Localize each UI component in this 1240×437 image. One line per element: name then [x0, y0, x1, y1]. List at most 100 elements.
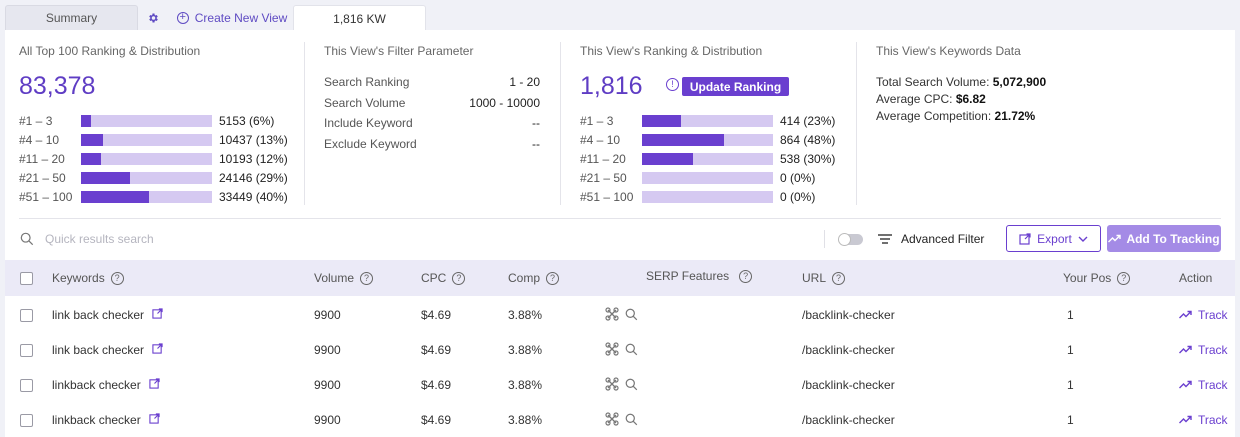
tab-bar: Summary + Create New View 1,816 KW — [0, 0, 1240, 31]
col-url[interactable]: URL? — [802, 271, 846, 285]
keyword-link[interactable]: link back checker — [52, 343, 163, 357]
trend-up-icon — [1179, 378, 1192, 392]
trend-up-icon — [1108, 234, 1122, 243]
help-icon[interactable]: ? — [110, 271, 124, 285]
cell-volume: 9900 — [314, 378, 341, 392]
chevron-down-icon — [1078, 236, 1088, 242]
tab-summary[interactable]: Summary — [5, 5, 138, 30]
keyword-text[interactable]: linkback checker — [52, 413, 141, 427]
all-top-title: All Top 100 Ranking & Distribution — [19, 44, 201, 58]
col-comp[interactable]: Comp? — [508, 271, 560, 285]
export-label: Export — [1037, 231, 1072, 246]
cell-pos: 1 — [1067, 308, 1074, 322]
row-checkbox[interactable] — [20, 414, 33, 427]
cell-pos: 1 — [1067, 413, 1074, 427]
keyword-text[interactable]: link back checker — [52, 308, 145, 322]
create-new-view-button[interactable]: + Create New View — [172, 5, 292, 30]
distribution-label: #51 – 100 — [580, 190, 634, 204]
search-icon[interactable] — [625, 308, 638, 326]
external-link-icon[interactable] — [152, 308, 163, 322]
tab-active-view[interactable]: 1,816 KW — [293, 5, 426, 31]
keywords-data-title: This View's Keywords Data — [876, 44, 1021, 58]
advanced-filter-label: Advanced Filter — [901, 232, 985, 246]
distribution-label: #51 – 100 — [19, 190, 73, 204]
row-checkbox[interactable] — [20, 344, 33, 357]
toggle-switch[interactable] — [838, 233, 863, 246]
serp-feature-icon[interactable] — [605, 377, 619, 396]
keyword-link[interactable]: linkback checker — [52, 413, 160, 427]
search-icon[interactable] — [625, 378, 638, 396]
distribution-bar — [81, 115, 212, 127]
cell-volume: 9900 — [314, 308, 341, 322]
track-label: Track — [1198, 378, 1228, 392]
cell-cpc: $4.69 — [421, 343, 452, 357]
help-icon[interactable]: ? — [1117, 271, 1131, 285]
distribution-bar — [642, 153, 773, 165]
serp-feature-icon[interactable] — [605, 412, 619, 431]
col-cpc[interactable]: CPC? — [421, 271, 466, 285]
keyword-link[interactable]: linkback checker — [52, 378, 160, 392]
trend-up-icon — [1179, 343, 1192, 357]
help-icon[interactable]: ? — [832, 271, 846, 285]
col-serp-features[interactable]: SERP Features? — [646, 269, 753, 283]
col-your-pos[interactable]: Your Pos? — [1063, 271, 1131, 285]
keyword-link[interactable]: link back checker — [52, 308, 163, 322]
add-to-tracking-label: Add To Tracking — [1126, 231, 1220, 246]
distribution-bar — [642, 172, 773, 184]
average-competition-label: Average Competition: — [876, 109, 992, 123]
distribution-value: 864 (48%) — [780, 133, 836, 147]
select-all-checkbox[interactable] — [20, 272, 33, 285]
row-checkbox[interactable] — [20, 309, 33, 322]
search-icon[interactable] — [625, 343, 638, 361]
keyword-text[interactable]: linkback checker — [52, 378, 141, 392]
distribution-label: #1 – 3 — [580, 114, 614, 128]
col-comp-label: Comp — [508, 271, 541, 285]
col-keywords[interactable]: Keywords? — [52, 271, 124, 285]
distribution-bar — [81, 153, 212, 165]
search-icon[interactable] — [625, 413, 638, 431]
col-volume[interactable]: Volume? — [314, 271, 374, 285]
external-link-icon[interactable] — [152, 343, 163, 357]
add-to-tracking-button[interactable]: Add To Tracking — [1107, 225, 1221, 252]
divider — [824, 230, 825, 248]
advanced-filter-button[interactable]: Advanced Filter — [878, 230, 984, 248]
info-icon[interactable]: ! — [666, 78, 679, 91]
external-link-icon[interactable] — [149, 378, 160, 392]
help-icon[interactable]: ? — [360, 271, 374, 285]
serp-feature-icon[interactable] — [605, 342, 619, 361]
trend-up-icon — [1179, 413, 1192, 427]
distribution-label: #21 – 50 — [580, 171, 627, 185]
cell-comp: 3.88% — [508, 378, 543, 392]
track-button[interactable]: Track — [1179, 413, 1228, 427]
help-icon[interactable]: ? — [739, 269, 753, 283]
quick-search-input[interactable] — [45, 229, 345, 249]
distribution-label: #21 – 50 — [19, 171, 66, 185]
update-ranking-button[interactable]: Update Ranking — [682, 77, 789, 96]
track-button[interactable]: Track — [1179, 378, 1228, 392]
distribution-bar — [81, 134, 212, 146]
export-button[interactable]: Export — [1006, 225, 1101, 252]
cell-url[interactable]: /backlink-checker — [802, 378, 895, 392]
total-search-volume: Total Search Volume: 5,072,900 — [876, 75, 1046, 89]
cell-url[interactable]: /backlink-checker — [802, 413, 895, 427]
distribution-bar-fill — [81, 172, 131, 184]
serp-feature-icon[interactable] — [605, 307, 619, 326]
cell-url[interactable]: /backlink-checker — [802, 343, 895, 357]
distribution-bar — [81, 172, 212, 184]
filter-param-label: Search Ranking — [324, 75, 410, 89]
row-checkbox[interactable] — [20, 379, 33, 392]
divider — [304, 42, 305, 205]
track-button[interactable]: Track — [1179, 308, 1228, 322]
cell-comp: 3.88% — [508, 343, 543, 357]
distribution-bar-fill — [81, 115, 92, 127]
gear-icon[interactable] — [141, 5, 165, 30]
help-icon[interactable]: ? — [546, 271, 560, 285]
table-row: linkback checker 9900 $4.69 3.88% /backlink-… — [5, 402, 1235, 437]
cell-url[interactable]: /backlink-checker — [802, 308, 895, 322]
external-link-icon[interactable] — [149, 413, 160, 427]
filter-param-value: 1000 - 10000 — [469, 95, 540, 110]
track-button[interactable]: Track — [1179, 343, 1228, 357]
tab-summary-label: Summary — [45, 11, 98, 25]
keyword-text[interactable]: link back checker — [52, 343, 145, 357]
help-icon[interactable]: ? — [452, 271, 466, 285]
